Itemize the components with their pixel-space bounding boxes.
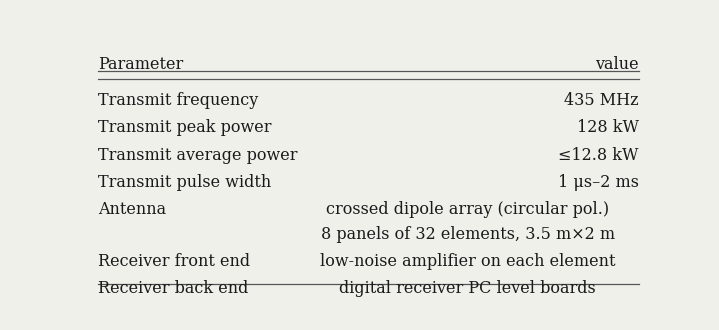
Text: Transmit frequency: Transmit frequency [99, 92, 259, 109]
Text: Transmit average power: Transmit average power [99, 147, 298, 164]
Text: 435 MHz: 435 MHz [564, 92, 638, 109]
Text: 1 μs–2 ms: 1 μs–2 ms [558, 174, 638, 191]
Text: crossed dipole array (circular pol.): crossed dipole array (circular pol.) [326, 201, 609, 218]
Text: value: value [595, 56, 638, 73]
Text: Receiver front end: Receiver front end [99, 253, 250, 270]
Text: 128 kW: 128 kW [577, 119, 638, 136]
Text: ≤12.8 kW: ≤12.8 kW [558, 147, 638, 164]
Text: digital receiver PC level boards: digital receiver PC level boards [339, 280, 596, 298]
Text: Antenna: Antenna [99, 201, 166, 218]
Text: 8 panels of 32 elements, 3.5 m×2 m: 8 panels of 32 elements, 3.5 m×2 m [321, 226, 615, 243]
Text: Transmit pulse width: Transmit pulse width [99, 174, 272, 191]
Text: Parameter: Parameter [99, 56, 183, 73]
Text: low-noise amplifier on each element: low-noise amplifier on each element [320, 253, 615, 270]
Text: Transmit peak power: Transmit peak power [99, 119, 272, 136]
Text: Receiver back end: Receiver back end [99, 280, 249, 298]
